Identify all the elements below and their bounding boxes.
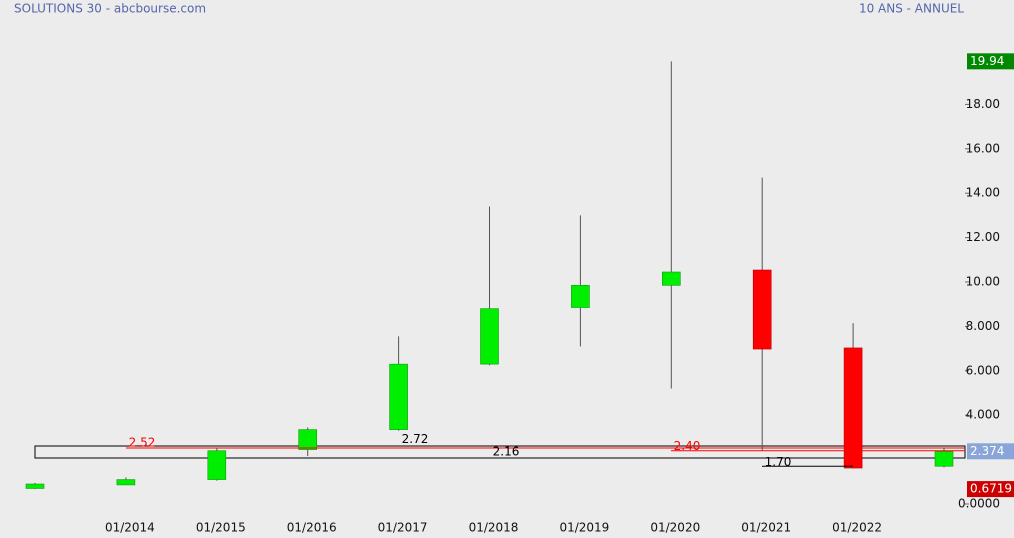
y-tick-label: 6.000 bbox=[966, 363, 1000, 377]
annotation-label: 2.16 bbox=[493, 445, 520, 459]
value-box bbox=[967, 443, 1014, 460]
candle-body bbox=[480, 308, 499, 365]
y-tick-label: 18.00 bbox=[966, 97, 1000, 111]
y-tick-label: 10.00 bbox=[966, 275, 1000, 289]
y-tick-label: 4.000 bbox=[966, 408, 1000, 422]
x-tick-label: 01/2018 bbox=[469, 521, 519, 535]
y-tick-label: 0.0000 bbox=[958, 497, 1000, 511]
annotation-label: 2.72 bbox=[402, 432, 429, 446]
candle-body bbox=[116, 479, 136, 486]
x-tick-label: 01/2015 bbox=[196, 521, 246, 535]
candle-body bbox=[934, 450, 954, 467]
range-box bbox=[34, 445, 966, 459]
x-tick-label: 01/2019 bbox=[559, 521, 609, 535]
annotation-label: 2.40 bbox=[674, 439, 701, 453]
chart-subtitle: 10 ANS - ANNUEL bbox=[859, 2, 964, 16]
value-box-label: 0.6719 bbox=[970, 482, 1012, 496]
candle-body bbox=[571, 285, 590, 308]
value-box bbox=[967, 53, 1014, 70]
x-tick-label: 01/2020 bbox=[650, 521, 700, 535]
annotation-label: 2.52 bbox=[129, 436, 156, 450]
value-box bbox=[967, 481, 1014, 498]
x-tick-label: 01/2017 bbox=[378, 521, 428, 535]
candle-body bbox=[389, 363, 408, 430]
candle-body bbox=[752, 269, 772, 350]
y-tick-label: 16.00 bbox=[966, 141, 1000, 155]
annotation-label: 1.70 bbox=[765, 455, 792, 469]
value-box-label: 19.94 bbox=[970, 54, 1004, 68]
x-tick-label: 01/2014 bbox=[105, 521, 155, 535]
candle-body bbox=[25, 483, 45, 489]
value-box-label: 2.374 bbox=[970, 444, 1004, 458]
candle-body bbox=[298, 429, 318, 450]
candle-body bbox=[843, 347, 863, 469]
y-tick-label: 12.00 bbox=[966, 230, 1000, 244]
chart-title: SOLUTIONS 30 - abcbourse.com bbox=[14, 2, 206, 16]
y-tick-label: 14.00 bbox=[966, 186, 1000, 200]
x-tick-label: 01/2021 bbox=[741, 521, 791, 535]
x-tick-label: 01/2016 bbox=[287, 521, 337, 535]
candle-body bbox=[661, 271, 681, 286]
x-tick-label: 01/2022 bbox=[832, 521, 882, 535]
candle-body bbox=[207, 450, 227, 480]
y-tick-label: 8.000 bbox=[966, 319, 1000, 333]
